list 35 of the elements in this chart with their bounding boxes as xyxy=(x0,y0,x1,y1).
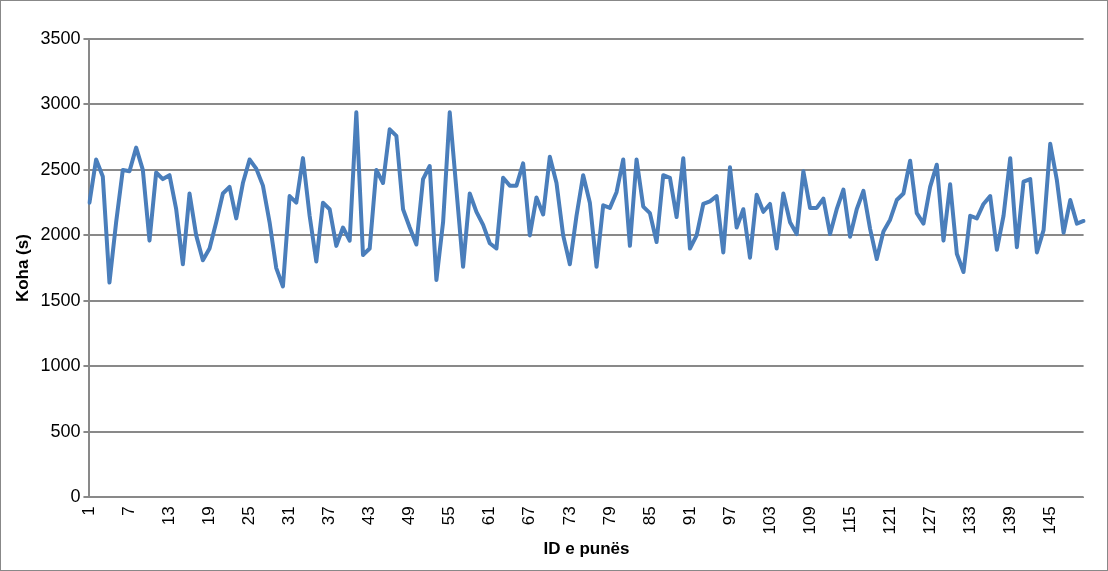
y-tick-label: 2000 xyxy=(40,224,81,245)
x-tick-label: 79 xyxy=(599,506,619,526)
x-tick-label: 103 xyxy=(759,506,779,535)
x-tick-label: 49 xyxy=(399,506,419,526)
x-tick-label: 19 xyxy=(199,506,219,526)
x-tick-label: 37 xyxy=(319,506,339,526)
x-tick-label: 67 xyxy=(519,506,539,526)
x-tick-label: 13 xyxy=(159,506,179,526)
x-axis-title: ID e punës xyxy=(543,539,630,559)
x-tick-label: 145 xyxy=(1039,506,1059,535)
x-tick-label: 133 xyxy=(959,506,979,535)
x-tick-label: 85 xyxy=(639,506,659,526)
y-tick-label: 1500 xyxy=(40,289,81,310)
y-tick-label: 1000 xyxy=(40,355,81,376)
y-tick-label: 3000 xyxy=(40,93,81,114)
x-tick-label: 31 xyxy=(279,506,299,526)
x-tick-label: 7 xyxy=(119,506,139,516)
x-tick-label: 97 xyxy=(719,506,739,526)
x-tick-label: 55 xyxy=(439,506,459,526)
x-tick-label: 115 xyxy=(839,506,859,534)
x-tick-label: 121 xyxy=(879,506,899,535)
x-tick-label: 43 xyxy=(359,506,379,526)
x-tick-label: 127 xyxy=(919,506,939,535)
y-tick-label: 2500 xyxy=(40,158,81,179)
y-tick-label: 500 xyxy=(50,420,81,441)
x-tick-label: 25 xyxy=(239,506,259,526)
x-tick-label: 109 xyxy=(799,506,819,535)
x-tick-label: 139 xyxy=(999,506,1019,535)
y-tick-label: 3500 xyxy=(40,27,81,48)
y-axis-title: Koha (s) xyxy=(12,234,32,303)
x-tick-label: 91 xyxy=(679,506,699,526)
y-tick-label: 0 xyxy=(70,486,81,507)
x-tick-label: 1 xyxy=(79,506,99,516)
x-tick-label: 61 xyxy=(479,506,499,526)
x-tick-label: 73 xyxy=(559,506,579,526)
